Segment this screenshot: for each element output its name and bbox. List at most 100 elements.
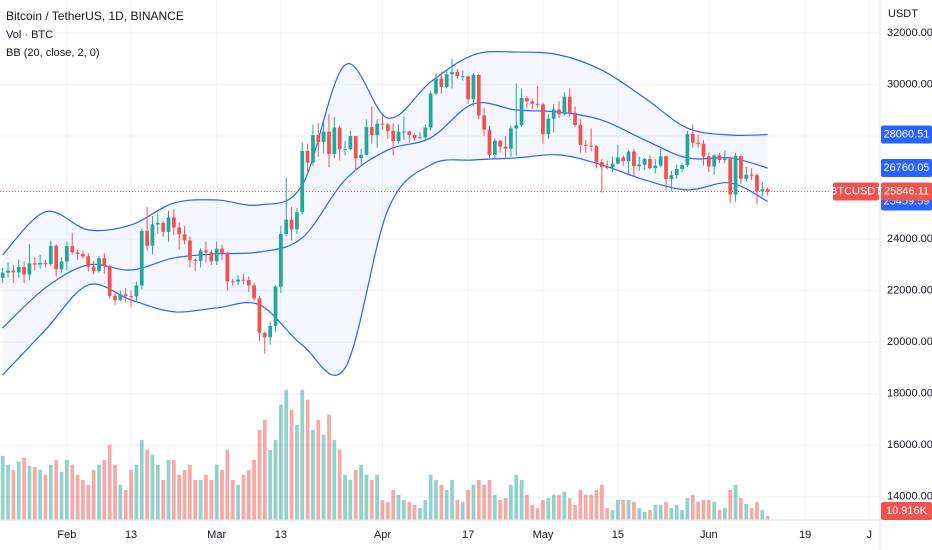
candle-body [391,130,396,142]
candle-body [27,263,32,275]
candle-body [11,270,16,273]
candle-body [519,97,524,126]
volume-bar [252,459,256,520]
candle-body [755,175,759,192]
candle-body [369,127,374,136]
candle-body [722,158,727,161]
volume-bar [712,501,717,520]
candle-body [316,135,321,142]
volume-bar [284,389,289,520]
candle-body [551,109,556,119]
candle-body [375,123,380,136]
volume-bar [375,474,380,520]
candle-body [728,158,733,195]
candle-body [578,124,583,145]
last-price-tag-box [881,182,932,201]
candle-body [262,332,267,338]
volume-bar [514,474,519,520]
volume-bar [48,464,53,520]
volume-bar [455,499,460,520]
candle-body [492,140,497,155]
volume-bar [434,479,438,520]
candle-body [632,151,636,167]
candle-body [658,156,663,166]
candle-body [760,189,765,192]
volume-bar [744,504,749,520]
volume-bar [471,484,476,520]
candle-body [204,250,208,253]
candle-body [198,250,203,261]
candle-body [567,96,572,113]
candle-body [664,156,668,180]
candle-body [418,137,422,139]
candle-body [257,298,262,333]
candle-body [241,279,246,281]
volume-bar [343,474,347,520]
volume-bar [428,474,433,520]
candle-body [48,245,53,265]
volume-bar [653,504,658,520]
legend: Bitcoin / TetherUS, 1D, BINANCE Vol · BT… [6,8,918,59]
band-middle [2,102,768,329]
candle-body [278,233,283,287]
axes: 32000.0030000.0028000.0026000.0024000.00… [0,27,932,541]
x-tick-label: Jun [700,529,718,541]
y-tick-label: 30000.00 [887,78,932,90]
volume-bar [241,474,246,520]
y-tick-label: 24000.00 [887,233,932,245]
volume-bar [509,484,513,520]
x-tick-label: 17 [462,529,474,541]
volume-bar [487,479,492,520]
volume-bar [81,479,85,520]
candle-body [717,155,722,161]
volume-bar [492,494,497,520]
volume-bar [75,474,80,520]
volume-bar [86,484,91,520]
volume-bar [295,424,299,520]
candle-body [289,219,294,230]
candle-body [583,144,588,146]
candle-body [498,140,503,147]
volume-bar [64,459,69,520]
volume-bar [273,439,278,520]
candle-body [273,286,278,326]
candle-body [59,261,64,270]
candle-body [364,127,369,155]
candle-body [353,136,358,159]
candle-body [220,248,224,253]
candle-body [653,165,658,169]
candle-body [54,245,59,270]
volume-bar [717,509,722,520]
volume-bar [353,469,358,520]
volume-bar [204,474,208,520]
volume-bar [145,449,149,520]
candle-body [460,76,465,78]
candle-body [557,109,561,115]
volume-bar [535,508,540,520]
y-tick-label: 18000.00 [887,388,932,400]
volume-bar [765,515,770,520]
candle-body [225,252,230,282]
candle-body [300,151,305,213]
candle-body [385,124,390,131]
candle-body [765,189,770,192]
volume-bar [450,479,454,520]
volume-bar [749,508,754,520]
candle-body [514,125,519,129]
volume-bar [605,508,610,520]
candle-body [680,165,684,170]
candle-body [744,174,749,179]
indicator-legend: BB (20, close, 2, 0) [6,47,100,59]
volume-bar [32,466,37,520]
volume-bar [541,499,545,520]
volume-bar [6,464,10,520]
candle-body [482,115,487,130]
volume-bar [460,501,465,520]
candle-body [123,294,128,297]
volume-bar [407,501,412,520]
candle-body [685,133,690,166]
volume-bar [418,508,422,520]
candle-body [0,272,5,278]
candle-body [573,112,577,125]
